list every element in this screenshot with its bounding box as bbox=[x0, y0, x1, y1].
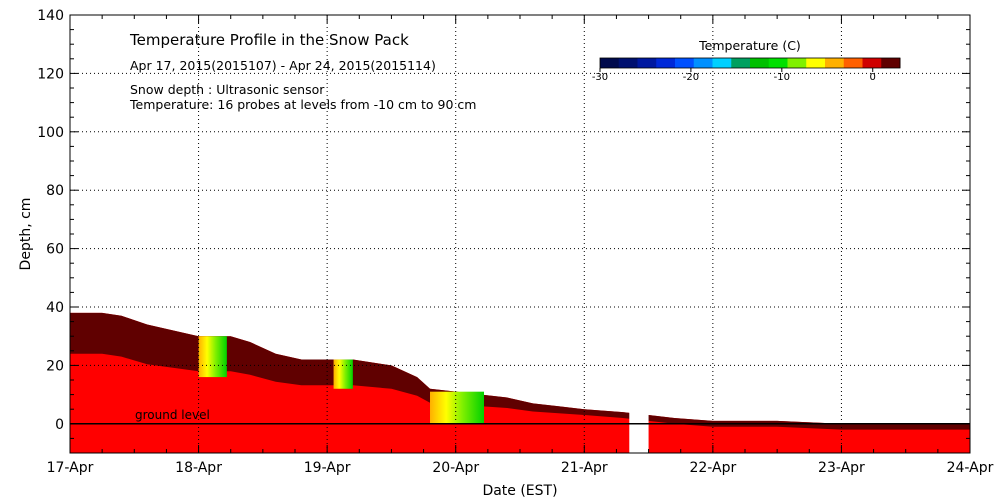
colorbar-swatch bbox=[731, 58, 751, 68]
colorbar-swatch bbox=[862, 58, 882, 68]
colorbar-swatch bbox=[768, 58, 788, 68]
colorbar-swatch bbox=[675, 58, 695, 68]
colorbar-swatch bbox=[618, 58, 638, 68]
colorbar-swatch bbox=[843, 58, 863, 68]
colorbar-swatch bbox=[656, 58, 676, 68]
y-tick-label: 20 bbox=[46, 358, 64, 374]
snowpack-base-area bbox=[70, 312, 970, 453]
colorbar-tick-label: -30 bbox=[592, 72, 608, 83]
colorbar-swatch bbox=[637, 58, 657, 68]
temperature-patch bbox=[430, 391, 484, 424]
ground-level-label: ground level bbox=[135, 408, 210, 422]
y-tick-label: 40 bbox=[46, 300, 64, 316]
colorbar-swatch bbox=[693, 58, 713, 68]
y-tick-label: 80 bbox=[46, 183, 64, 199]
x-tick-label: 24-Apr bbox=[947, 460, 994, 476]
x-tick-label: 23-Apr bbox=[818, 460, 865, 476]
colorbar-title: Temperature (C) bbox=[698, 38, 801, 53]
temperature-patch bbox=[198, 336, 227, 378]
colorbar-swatch bbox=[600, 58, 620, 68]
x-tick-label: 17-Apr bbox=[47, 460, 94, 476]
y-tick-label: 60 bbox=[46, 242, 64, 258]
chart-note: Snow depth : Ultrasonic sensor bbox=[130, 82, 325, 97]
chart-note: Temperature: 16 probes at levels from -1… bbox=[129, 97, 476, 112]
x-tick-label: 19-Apr bbox=[304, 460, 351, 476]
x-axis-title: Date (EST) bbox=[482, 483, 557, 499]
colorbar-swatch bbox=[825, 58, 845, 68]
colorbar-tick-label: 0 bbox=[870, 72, 876, 83]
colorbar-swatch bbox=[750, 58, 770, 68]
colorbar-swatch bbox=[787, 58, 807, 68]
colorbar-swatch bbox=[712, 58, 732, 68]
y-axis-title: Depth, cm bbox=[18, 198, 34, 271]
colorbar-frame bbox=[599, 57, 901, 69]
y-tick-label: 0 bbox=[55, 417, 64, 433]
y-tick-label: 140 bbox=[37, 8, 64, 24]
x-tick-label: 22-Apr bbox=[689, 460, 736, 476]
colorbar-tick-label: -20 bbox=[683, 72, 699, 83]
colorbar-swatch bbox=[881, 58, 901, 68]
x-tick-label: 20-Apr bbox=[432, 460, 479, 476]
temperature-patch bbox=[333, 359, 353, 389]
x-tick-label: 18-Apr bbox=[175, 460, 222, 476]
colorbar-swatch bbox=[806, 58, 826, 68]
snowpack-surface-band bbox=[70, 312, 970, 430]
x-tick-label: 21-Apr bbox=[561, 460, 608, 476]
chart-subtitle: Apr 17, 2015(2015107) - Apr 24, 2015(201… bbox=[130, 58, 436, 73]
chart-title: Temperature Profile in the Snow Pack bbox=[129, 31, 409, 49]
colorbar-tick-label: -10 bbox=[774, 72, 790, 83]
y-tick-label: 100 bbox=[37, 125, 64, 141]
y-tick-label: 120 bbox=[37, 66, 64, 82]
